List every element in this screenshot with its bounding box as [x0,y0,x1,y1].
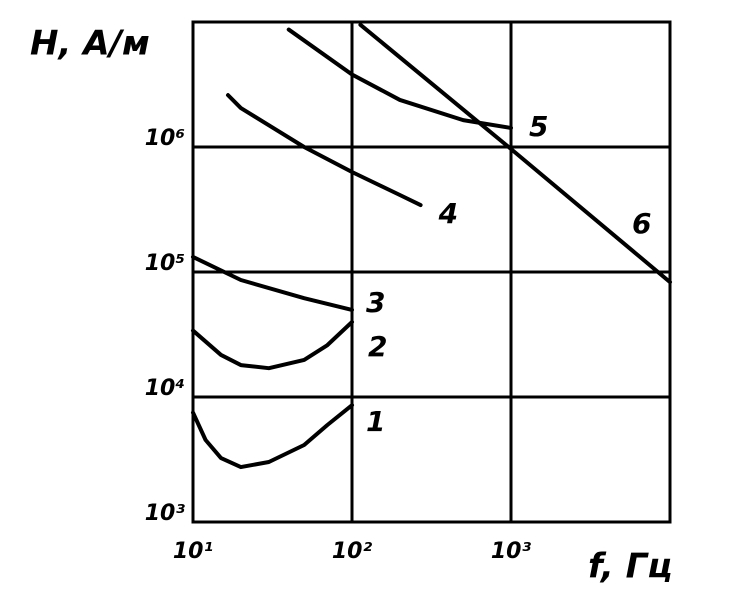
x-axis-label: f, Гц [588,547,673,587]
curve [191,254,354,312]
y-tick-label: 10³ [145,501,186,526]
curve-label: 4 [438,197,458,230]
curve-label: 2 [368,330,387,363]
curve [286,27,513,130]
curve [358,22,672,285]
curve [191,320,354,371]
x-tick-label: 10¹ [173,539,213,564]
curve-label: 6 [632,207,651,240]
x-tick-label: 10² [332,539,373,564]
curve-label: 3 [366,286,385,319]
y-tick-label: 10⁵ [145,251,185,276]
curve-label: 5 [529,110,548,143]
curve-label: 1 [366,405,385,438]
curve [225,93,423,208]
y-tick-label: 10⁶ [145,126,185,151]
y-tick-label: 10⁴ [145,376,185,401]
x-tick-label: 10³ [491,539,532,564]
curve [191,403,354,470]
y-axis-label: H, A/м [30,24,150,64]
